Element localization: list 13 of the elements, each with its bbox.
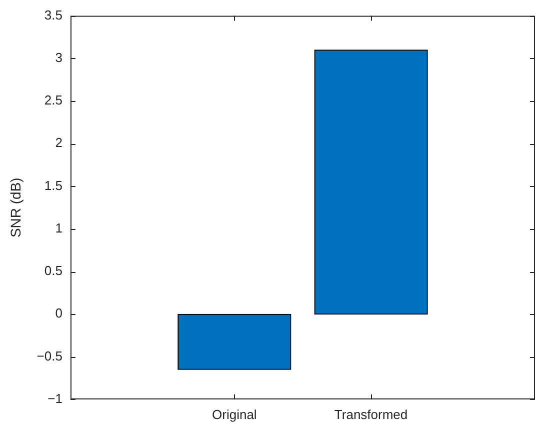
y-tick-label: 1.5: [44, 178, 62, 193]
y-tick-label: −1: [48, 390, 62, 406]
y-tick-label: −0.5: [36, 348, 62, 364]
y-tick-label: 2: [55, 135, 62, 150]
y-axis-title: SNR (dB): [7, 178, 24, 238]
y-tick-label: 3.5: [44, 7, 62, 22]
y-tick-label: 0.5: [44, 263, 62, 278]
y-tick-label: 1: [55, 220, 62, 236]
y-tick-label: 3: [55, 50, 62, 65]
x-tick-label: Transformed: [334, 406, 408, 422]
y-tick-label: 2.5: [44, 92, 62, 108]
y-tick-label: 0: [55, 306, 62, 321]
x-tick-label: Original: [212, 406, 257, 422]
